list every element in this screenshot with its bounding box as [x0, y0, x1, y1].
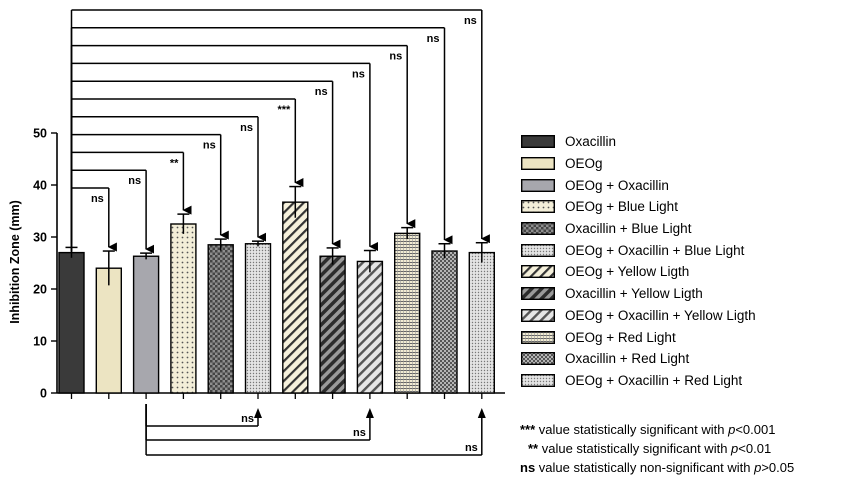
legend-label: OEOg + Red Light — [565, 329, 676, 345]
bar — [431, 250, 458, 394]
legend-item: Oxacillin + Yellow Ligth — [521, 283, 756, 305]
note-mark: ** — [528, 441, 539, 456]
comparison-label: ns — [389, 51, 402, 63]
bar — [319, 255, 346, 394]
legend-label: Oxacillin — [565, 134, 617, 150]
significance-note: ** value statistically significant with … — [520, 439, 794, 458]
note-threshold: <0.01 — [738, 441, 772, 456]
significance-note: *** value statistically significant with… — [520, 420, 794, 439]
comparison-label: ns — [464, 15, 477, 27]
note-text: value statistically significant with — [535, 422, 729, 437]
bar — [356, 260, 384, 394]
comparison-arrow — [254, 408, 262, 418]
legend-item: Oxacillin — [521, 131, 756, 153]
legend-label: OEOg + Blue Light — [565, 199, 678, 215]
legend-label: OEOg + Oxacillin + Yellow Ligth — [565, 307, 756, 323]
y-tick-label: 40 — [33, 179, 47, 193]
legend-swatch — [521, 243, 555, 257]
legend-item: OEOg + Blue Light — [521, 196, 756, 218]
bar — [394, 232, 421, 394]
y-tick-label: 50 — [33, 127, 47, 141]
comparison-label: ns — [427, 33, 440, 45]
chart-axes: Inhibition Zone (mm) — [8, 133, 505, 394]
legend-swatch — [521, 178, 555, 192]
legend-swatch — [521, 200, 555, 214]
note-threshold: >0.05 — [761, 460, 795, 475]
comparison-label: ns — [353, 427, 366, 439]
comparison-label: ns — [352, 68, 365, 80]
legend-label: Oxacillin + Blue Light — [565, 221, 692, 237]
note-p-symbol: p — [754, 460, 762, 475]
note-mark: ns — [520, 460, 536, 475]
legend-swatch — [521, 352, 555, 366]
legend-item: OEOg + Oxacillin + Red Light — [521, 370, 756, 392]
bar — [468, 251, 495, 394]
comparison-label: *** — [277, 104, 291, 116]
bar — [207, 244, 234, 394]
legend-label: OEOg + Yellow Ligth — [565, 264, 690, 280]
significance-notes: *** value statistically significant with… — [520, 420, 794, 477]
legend-label: Oxacillin + Yellow Ligth — [565, 286, 703, 302]
comparison-label: ns — [240, 122, 253, 134]
legend-swatch — [521, 265, 555, 279]
comparison-label: ns — [91, 193, 104, 205]
note-text: value statistically non-significant with — [535, 460, 755, 475]
comparison-label: ns — [465, 442, 478, 454]
legend-swatch — [521, 373, 555, 387]
note-threshold: <0.001 — [735, 422, 776, 437]
legend-label: OEOg + Oxacillin — [565, 177, 669, 193]
legend-swatch — [521, 222, 555, 236]
legend-swatch — [521, 287, 555, 301]
bar — [170, 223, 197, 394]
note-p-symbol: p — [728, 422, 736, 437]
y-tick-label: 0 — [40, 387, 47, 401]
y-tick-label: 10 — [33, 335, 47, 349]
bar — [282, 201, 309, 394]
legend-item: OEOg + Oxacillin + Yellow Ligth — [521, 305, 756, 327]
note-text: value statistically significant with — [538, 441, 732, 456]
legend-item: OEOg + Red Light — [521, 326, 756, 348]
significance-note: ns value statistically non-significant w… — [520, 458, 794, 477]
note-mark: *** — [520, 422, 536, 437]
comparison-label: ns — [241, 413, 254, 425]
legend-swatch — [521, 157, 555, 171]
legend-swatch — [521, 135, 555, 149]
comparison-arrow — [365, 408, 374, 418]
y-tick-label: 20 — [33, 283, 47, 297]
note-p-symbol: p — [731, 441, 739, 456]
bar — [244, 243, 272, 394]
bar — [58, 251, 85, 394]
legend-label: Oxacillin + Red Light — [565, 351, 690, 367]
legend-item: OEOg + Oxacillin + Blue Light — [521, 239, 756, 261]
bar — [95, 267, 123, 394]
legend-item: Oxacillin + Blue Light — [521, 218, 756, 240]
y-tick-label: 30 — [33, 231, 47, 245]
legend-label: OEOg + Oxacillin + Red Light — [565, 372, 743, 388]
legend-item: OEOg + Oxacillin — [521, 174, 756, 196]
legend-item: Oxacillin + Red Light — [521, 348, 756, 370]
comparison-arrow — [477, 408, 486, 418]
legend-item: OEOg — [521, 153, 756, 175]
y-axis-label: Inhibition Zone (mm) — [8, 200, 22, 324]
legend-label: OEOg — [565, 156, 603, 172]
legend-label: OEOg + Oxacillin + Blue Light — [565, 242, 745, 258]
legend-item: OEOg + Yellow Ligth — [521, 261, 756, 283]
legend-swatch — [521, 330, 555, 344]
comparison-label: ns — [315, 86, 328, 98]
comparison-label: ns — [203, 140, 216, 152]
chart-legend: Oxacillin OEOg OEOg + Oxacillin OEOg + Blue… — [521, 131, 756, 391]
comparison-label: ** — [170, 157, 179, 169]
legend-swatch — [521, 308, 555, 322]
comparison-label: ns — [128, 175, 141, 187]
bar — [132, 255, 160, 394]
